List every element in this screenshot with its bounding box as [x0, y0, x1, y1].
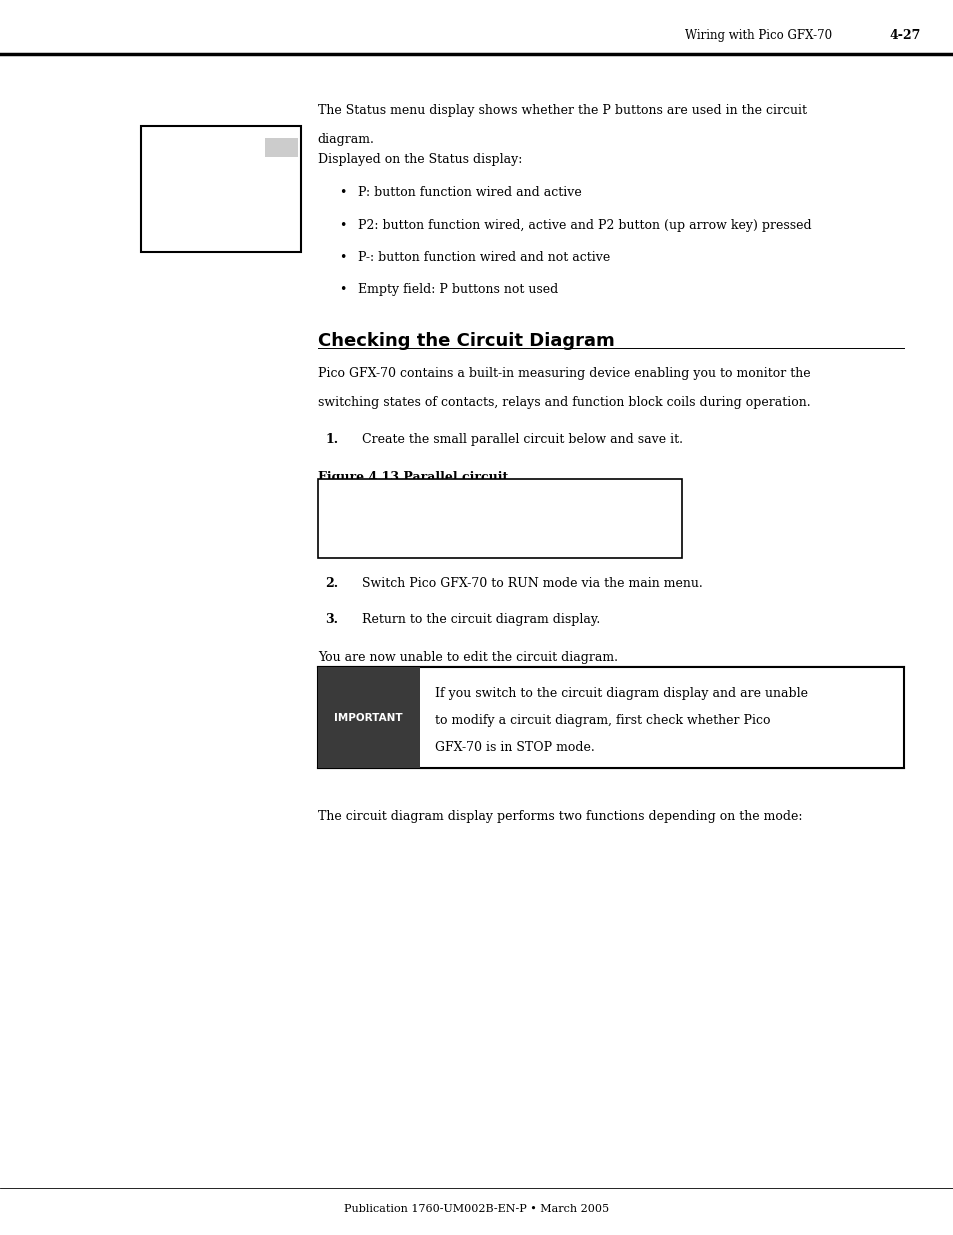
Text: Checking the Circuit Diagram: Checking the Circuit Diagram — [317, 332, 614, 351]
Text: Empty field: P buttons not used: Empty field: P buttons not used — [357, 283, 558, 296]
Text: 4-27: 4-27 — [888, 28, 920, 42]
Text: Create the small parallel circuit below and save it.: Create the small parallel circuit below … — [361, 433, 681, 447]
Text: Switch Pico GFX-70 to RUN mode via the main menu.: Switch Pico GFX-70 to RUN mode via the m… — [361, 577, 701, 590]
Text: MO 14:55: MO 14:55 — [149, 175, 196, 185]
Bar — [141, 126, 301, 252]
Text: P2: button function wired, active and P2 button (up arrow key) pressed: P2: button function wired, active and P2… — [357, 219, 810, 232]
Text: You are now unable to edit the circuit diagram.: You are now unable to edit the circuit d… — [317, 651, 617, 664]
Text: I 03--|: I 03--| — [327, 526, 376, 537]
Text: to modify a circuit diagram, first check whether Pico: to modify a circuit diagram, first check… — [435, 714, 770, 727]
Text: IMPORTANT: IMPORTANT — [335, 713, 402, 722]
Text: switching states of contacts, relays and function block coils during operation.: switching states of contacts, relays and… — [317, 396, 809, 410]
Text: Figure 4.13 Parallel circuit: Figure 4.13 Parallel circuit — [317, 471, 507, 484]
Text: P-: button function wired and not active: P-: button function wired and not active — [357, 251, 609, 264]
Text: If you switch to the circuit diagram display and are unable: If you switch to the circuit diagram dis… — [435, 687, 807, 700]
Text: 3.: 3. — [325, 613, 338, 626]
Text: The Status menu display shows whether the P buttons are used in the circuit: The Status menu display shows whether th… — [317, 104, 806, 117]
Text: •: • — [338, 186, 346, 200]
Text: •: • — [338, 251, 346, 264]
Text: The circuit diagram display performs two functions depending on the mode:: The circuit diagram display performs two… — [317, 810, 801, 824]
Text: GFX-70 is in STOP mode.: GFX-70 is in STOP mode. — [435, 741, 594, 755]
Text: diagram.: diagram. — [317, 133, 375, 147]
Text: P2: P2 — [269, 156, 281, 165]
Bar — [317, 667, 903, 768]
Text: I123456789...: I123456789... — [149, 138, 227, 148]
Text: 1.: 1. — [325, 433, 338, 447]
Bar — [317, 667, 419, 768]
Text: 2.: 2. — [325, 577, 338, 590]
Text: Publication 1760-UM002B-EN-P • March 2005: Publication 1760-UM002B-EN-P • March 200… — [344, 1204, 609, 1214]
Text: Pico GFX-70 contains a built-in measuring device enabling you to monitor the: Pico GFX-70 contains a built-in measurin… — [317, 367, 809, 380]
Bar — [265, 138, 297, 157]
Text: •: • — [338, 219, 346, 232]
Text: Return to the circuit diagram display.: Return to the circuit diagram display. — [361, 613, 599, 626]
Text: Q.2...6.8    RUN: Q.2...6.8 RUN — [149, 194, 245, 204]
Bar — [317, 479, 681, 558]
Text: P: button function wired and active: P: button function wired and active — [357, 186, 581, 200]
Text: Displayed on the Status display:: Displayed on the Status display: — [317, 153, 521, 167]
Text: I 02--|------------------------$ Q 01: I 02--|------------------------$ Q 01 — [327, 494, 564, 505]
Text: Wiring with Pico GFX-70: Wiring with Pico GFX-70 — [684, 28, 831, 42]
Text: •: • — [338, 283, 346, 296]
